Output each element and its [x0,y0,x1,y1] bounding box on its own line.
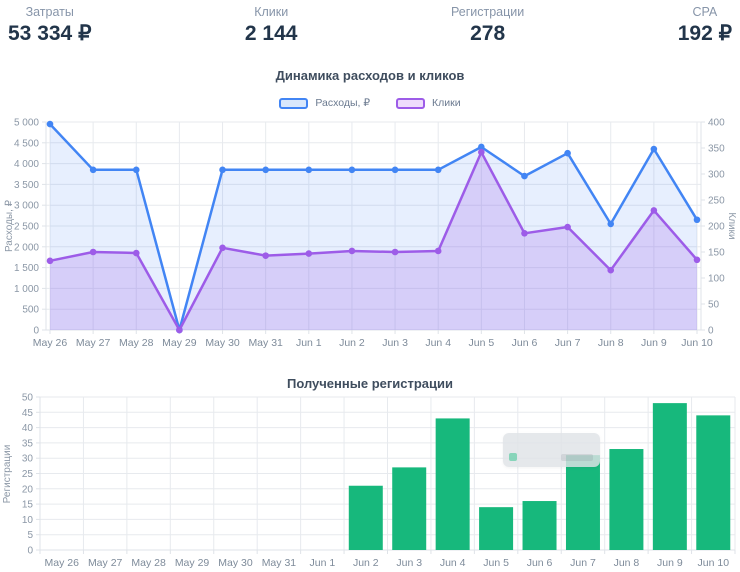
svg-text:150: 150 [708,248,725,259]
svg-text:Jun 3: Jun 3 [396,557,422,569]
tooltip-series-swatch-icon [509,453,517,461]
svg-text:May 29: May 29 [162,337,197,349]
svg-text:200: 200 [708,222,725,233]
svg-text:Jun 9: Jun 9 [657,557,683,569]
svg-text:30: 30 [22,454,34,465]
svg-text:250: 250 [708,196,725,207]
svg-text:May 30: May 30 [218,557,253,569]
kpi-cpa-value: 192 ₽ [677,22,732,45]
bar-chart-title: Полученные регистрации [286,376,454,391]
svg-text:300: 300 [708,170,725,181]
svg-text:May 29: May 29 [175,557,210,569]
expenses-swatch-icon [279,97,309,109]
svg-text:Jun 1: Jun 1 [310,557,336,569]
svg-text:1 000: 1 000 [14,284,39,295]
svg-text:Jun 3: Jun 3 [382,337,408,349]
svg-text:350: 350 [708,144,725,155]
svg-text:10: 10 [22,515,34,526]
svg-text:Jun 10: Jun 10 [698,557,730,569]
legend-clicks-label: Клики [432,97,461,109]
svg-text:May 26: May 26 [45,557,80,569]
svg-text:Jun 5: Jun 5 [483,557,509,569]
svg-text:3 000: 3 000 [14,201,39,212]
kpi-expenses-label: Затраты [25,5,74,19]
svg-text:4 000: 4 000 [14,159,39,170]
svg-text:Jun 7: Jun 7 [555,337,581,349]
svg-text:15: 15 [22,500,34,511]
svg-text:May 28: May 28 [131,557,166,569]
kpi-expenses: Затраты 53 334 ₽ [8,4,91,47]
svg-text:4 500: 4 500 [14,138,39,149]
legend-item-expenses[interactable]: Расходы, ₽ [279,97,370,109]
svg-text:45: 45 [22,408,34,419]
svg-text:May 28: May 28 [119,337,154,349]
svg-text:Jun 2: Jun 2 [353,557,379,569]
kpi-row: Затраты 53 334 ₽ Клики 2 144 Регистрации… [0,4,740,47]
svg-text:3 500: 3 500 [14,180,39,191]
svg-text:Jun 6: Jun 6 [512,337,538,349]
svg-text:0: 0 [708,326,714,337]
svg-text:0: 0 [33,326,39,337]
registrations-bar-chart[interactable]: Регистрации 0 5 10 15 20 25 30 35 40 45 50 May 26 Ma… [0,392,740,572]
kpi-registrations-label: Регистрации [450,5,525,19]
svg-text:5 000: 5 000 [14,118,39,129]
svg-text:Jun 6: Jun 6 [527,557,553,569]
legend-item-clicks[interactable]: Клики [396,97,461,109]
svg-text:2 000: 2 000 [14,242,39,253]
svg-text:Jun 5: Jun 5 [468,337,494,349]
svg-text:1 500: 1 500 [14,263,39,274]
svg-text:5: 5 [27,530,33,541]
svg-text:Jun 4: Jun 4 [425,337,451,349]
svg-text:Jun 1: Jun 1 [296,337,322,349]
svg-text:25: 25 [22,469,34,480]
svg-text:50: 50 [708,300,720,311]
svg-text:May 26: May 26 [33,337,68,349]
line-chart-legend: Расходы, ₽ Клики [0,97,740,109]
kpi-expenses-value: 53 334 ₽ [8,22,92,45]
svg-text:May 27: May 27 [88,557,123,569]
clicks-swatch-icon [396,97,426,109]
kpi-clicks-value: 2 144 [244,22,298,45]
kpi-cpa-label: CPA [692,5,718,19]
svg-text:Jun 8: Jun 8 [614,557,640,569]
bar-chart-tooltip-ghost [503,433,600,467]
svg-text:400: 400 [708,118,725,129]
svg-text:Jun 4: Jun 4 [440,557,466,569]
svg-text:20: 20 [22,484,34,495]
bar-chart-plot-area: 0 5 10 15 20 25 30 35 40 45 50 May 26 May 27 May 28 Ma… [22,393,736,569]
svg-text:2 500: 2 500 [14,222,39,233]
svg-text:35: 35 [22,438,34,449]
line-chart-title: Динамика расходов и кликов [275,68,465,83]
svg-text:May 30: May 30 [205,337,240,349]
line-chart-left-axis-title: Расходы, ₽ [4,199,15,252]
kpi-clicks: Клики 2 144 [245,4,298,47]
svg-text:100: 100 [708,274,725,285]
svg-text:May 31: May 31 [248,337,283,349]
kpi-clicks-label: Клики [254,5,289,19]
svg-text:40: 40 [22,423,34,434]
svg-text:500: 500 [22,305,39,316]
svg-text:May 27: May 27 [76,337,111,349]
kpi-cpa: CPA 192 ₽ [678,4,732,47]
bar-chart-left-axis-title: Регистрации [2,445,13,504]
kpi-registrations-value: 278 [470,22,506,45]
svg-text:May 31: May 31 [262,557,297,569]
tooltip-faded-text [561,454,593,461]
legend-expenses-label: Расходы, ₽ [315,97,371,109]
svg-text:Jun 10: Jun 10 [681,337,713,349]
line-chart-right-axis-title: Клики [726,212,737,239]
svg-text:Jun 9: Jun 9 [641,337,667,349]
svg-text:Jun 2: Jun 2 [339,337,365,349]
svg-text:Jun 8: Jun 8 [598,337,624,349]
svg-text:Jun 7: Jun 7 [570,557,596,569]
svg-text:0: 0 [27,546,33,557]
svg-text:50: 50 [22,393,34,404]
kpi-registrations: Регистрации 278 [451,4,524,47]
